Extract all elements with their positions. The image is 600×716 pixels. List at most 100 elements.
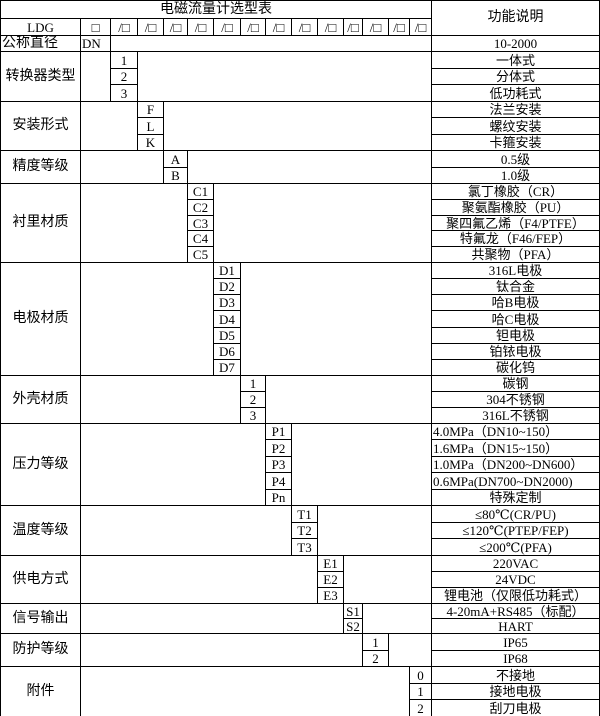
option-description: 螺纹安装 — [431, 117, 600, 135]
blank-cell — [80, 51, 111, 102]
option-code: D5 — [213, 327, 241, 344]
option-code: D4 — [213, 310, 241, 328]
option-description: 1.0MPa（DN200~DN600） — [431, 456, 600, 473]
option-description: 316L电极 — [431, 262, 600, 279]
option-code: T3 — [291, 538, 318, 556]
option-description: 铂铱电极 — [431, 343, 600, 360]
option-description: ≤120℃(PTEP/FEP) — [431, 522, 600, 539]
option-description: 1.0级 — [431, 167, 600, 184]
blank-cell — [362, 603, 432, 634]
option-code: D1 — [213, 262, 241, 279]
option-description: 共聚物（PFA） — [431, 246, 600, 263]
blank-cell — [240, 262, 432, 376]
nominal-code: DN — [80, 35, 111, 52]
option-code: C1 — [187, 183, 214, 200]
model-slot: /□ — [137, 18, 164, 36]
model-slot: /□ — [317, 18, 344, 36]
group-label: 外壳材质 — [0, 375, 81, 424]
blank-cell — [187, 150, 432, 184]
option-description: 碳钢 — [431, 375, 600, 392]
option-code: D3 — [213, 294, 241, 311]
option-description: 卡箍安装 — [431, 134, 600, 151]
model-slot: /□ — [291, 18, 318, 36]
blank-cell — [110, 35, 432, 52]
blank-cell — [80, 101, 138, 151]
option-code: C2 — [187, 199, 214, 216]
option-code: 1 — [240, 375, 266, 392]
option-description: 特氟龙（F46/FEP） — [431, 230, 600, 247]
blank-cell — [80, 505, 292, 556]
group-label: 电极材质 — [0, 262, 81, 376]
option-code: 1 — [362, 633, 389, 651]
option-description: ≤80℃(CR/PU) — [431, 505, 600, 523]
option-description: 24VDC — [431, 571, 600, 588]
blank-cell — [80, 150, 164, 184]
model-slot: /□ — [265, 18, 292, 36]
option-description: 哈B电极 — [431, 294, 600, 311]
option-code: E3 — [317, 587, 344, 604]
option-code: Pn — [265, 489, 292, 506]
option-code: F — [137, 101, 164, 118]
option-code: E2 — [317, 571, 344, 588]
blank-cell — [163, 101, 432, 151]
blank-cell — [80, 666, 410, 716]
option-code: 3 — [240, 407, 266, 424]
function-header: 功能说明 — [431, 0, 600, 36]
option-code: 2 — [110, 68, 138, 85]
option-code: T1 — [291, 505, 318, 523]
group-label: 压力等级 — [0, 423, 81, 506]
blank-cell — [80, 375, 241, 424]
option-description: IP65 — [431, 633, 600, 651]
blank-cell — [80, 603, 344, 634]
option-code: K — [137, 134, 164, 151]
model-prefix: LDG — [0, 18, 81, 36]
blank-cell — [291, 423, 432, 506]
option-code: S2 — [343, 618, 363, 634]
model-slot: /□ — [240, 18, 266, 36]
option-code: P4 — [265, 472, 292, 490]
model-slot: /□ — [187, 18, 214, 36]
model-slot: /□ — [362, 18, 389, 36]
blank-cell — [317, 505, 432, 556]
group-label: 转换器类型 — [0, 51, 81, 102]
group-label: 附件 — [0, 666, 81, 716]
model-first-box: □ — [80, 18, 111, 36]
option-description: 304不锈钢 — [431, 391, 600, 408]
group-label: 精度等级 — [0, 150, 81, 184]
option-code: 2 — [362, 650, 389, 667]
table-title: 电磁流量计选型表 — [0, 0, 432, 19]
option-description: 刮刀电极 — [431, 699, 600, 716]
option-description: 聚氨酯橡胶（PU） — [431, 199, 600, 216]
option-description: 接地电极 — [431, 683, 600, 700]
model-slot: /□ — [110, 18, 138, 36]
blank-cell — [137, 51, 432, 102]
option-code: 1 — [409, 683, 432, 700]
option-code: 2 — [240, 391, 266, 408]
blank-cell — [80, 183, 188, 263]
option-code: P1 — [265, 423, 292, 440]
model-slot: /□ — [163, 18, 188, 36]
option-code: D2 — [213, 278, 241, 295]
option-code: D7 — [213, 359, 241, 376]
option-description: 0.6MPa(DN700~DN2000) — [431, 472, 600, 490]
option-description: 一体式 — [431, 51, 600, 69]
option-description: 分体式 — [431, 68, 600, 85]
option-code: L — [137, 117, 164, 135]
option-description: 钽电极 — [431, 327, 600, 344]
option-code: C5 — [187, 246, 214, 263]
option-code: 3 — [110, 84, 138, 102]
blank-cell — [80, 633, 363, 667]
option-code: B — [163, 167, 188, 184]
option-code: T2 — [291, 522, 318, 539]
group-label: 防护等级 — [0, 633, 81, 667]
blank-cell — [265, 375, 432, 424]
blank-cell — [343, 555, 432, 604]
nominal-label: 公称直径 — [0, 35, 81, 52]
option-code: D6 — [213, 343, 241, 360]
option-code: C3 — [187, 215, 214, 231]
option-description: 4.0MPa（DN10~150） — [431, 423, 600, 440]
option-code: E1 — [317, 555, 344, 572]
blank-cell — [388, 633, 432, 667]
model-slot: /□ — [388, 18, 410, 36]
option-description: 低功耗式 — [431, 84, 600, 102]
